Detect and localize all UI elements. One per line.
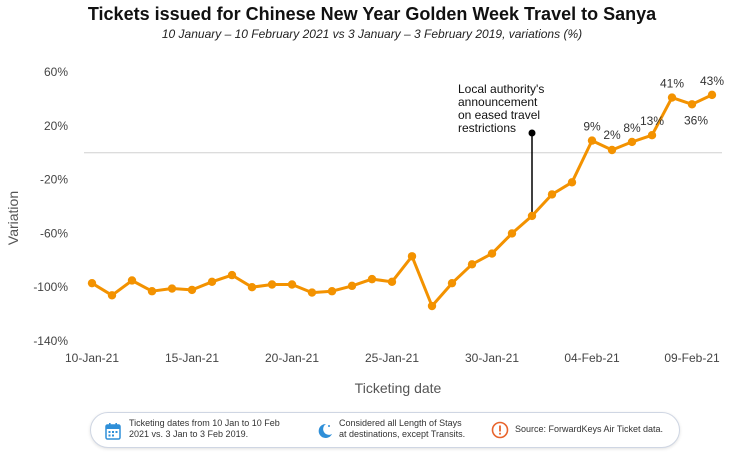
data-point — [287, 280, 297, 289]
data-point — [227, 270, 237, 280]
annotation-text: Local authority's — [458, 82, 544, 96]
data-point — [547, 190, 557, 199]
y-tick-label: 20% — [44, 119, 68, 133]
data-point — [567, 178, 577, 187]
annotation-text: on eased travel — [458, 108, 540, 122]
data-point — [407, 252, 417, 261]
data-point — [587, 136, 597, 145]
data-point — [687, 100, 697, 109]
x-tick-label: 25-Jan-21 — [365, 351, 419, 365]
data-point — [267, 280, 277, 289]
data-point — [307, 288, 317, 297]
annotation-text: restrictions — [458, 121, 516, 135]
x-tick-label: 10-Jan-21 — [65, 351, 119, 365]
line-chart: 60% 20% -20% -60% -100% -140% 10-Jan-21 15-Jan… — [5, 65, 724, 396]
data-point — [87, 278, 97, 288]
footer-item-stays: Considered all Length of Stays at destin… — [339, 418, 466, 439]
data-label: 2% — [603, 128, 621, 142]
data-label: 36% — [684, 113, 708, 127]
y-tick-label: 60% — [44, 65, 68, 79]
chart-subtitle: 10 January – 10 February 2021 vs 3 Janua… — [161, 27, 583, 41]
x-tick-label: 15-Jan-21 — [165, 351, 219, 365]
data-label: 41% — [660, 77, 684, 91]
y-tick-label: -60% — [40, 226, 68, 240]
x-tick-label: 04-Feb-21 — [564, 351, 620, 365]
data-point — [427, 301, 437, 311]
x-axis-ticks: 10-Jan-21 15-Jan-21 20-Jan-21 25-Jan-21 30-J… — [65, 351, 720, 365]
data-points — [87, 90, 717, 311]
data-point — [167, 284, 177, 293]
data-point — [147, 287, 157, 296]
x-tick-label: 09-Feb-21 — [664, 351, 720, 365]
data-point — [347, 281, 357, 291]
y-axis-label: Variation — [5, 191, 21, 245]
data-point — [707, 90, 717, 100]
data-point — [247, 283, 257, 292]
data-point — [507, 229, 517, 238]
footer-item-dates: Ticketing dates from 10 Jan to 10 Feb 20… — [129, 418, 280, 439]
data-point — [327, 287, 337, 296]
data-point — [387, 277, 397, 287]
y-tick-label: -100% — [33, 280, 68, 294]
calendar-icon — [105, 423, 121, 440]
data-point — [667, 93, 677, 102]
chart-title: Tickets issued for Chinese New Year Gold… — [87, 4, 657, 24]
data-point — [527, 211, 537, 221]
data-label: 9% — [583, 120, 601, 134]
x-tick-label: 20-Jan-21 — [265, 351, 319, 365]
data-point — [367, 274, 377, 284]
data-label: 13% — [640, 114, 664, 128]
data-point — [627, 137, 637, 147]
annotation-marker — [528, 129, 536, 137]
data-point — [647, 131, 657, 140]
data-point — [607, 145, 617, 155]
exclamation-icon — [491, 421, 509, 439]
data-labels: 9%2%8% 13% 41% 36% 43% — [583, 74, 724, 142]
data-point — [207, 277, 217, 287]
y-axis-ticks: 60% 20% -20% -60% -100% -140% — [33, 65, 68, 348]
data-label: 43% — [700, 74, 724, 88]
y-tick-label: -140% — [33, 334, 68, 348]
data-point — [467, 260, 477, 269]
data-point — [447, 278, 457, 288]
annotation-text: announcement — [458, 95, 538, 109]
data-point — [107, 291, 117, 300]
data-point — [187, 285, 197, 295]
series-line — [91, 93, 713, 308]
y-tick-label: -20% — [40, 173, 68, 187]
moon-icon — [318, 423, 332, 438]
x-axis-label: Ticketing date — [355, 380, 442, 396]
data-point — [487, 249, 497, 258]
footer-item-source: Source: ForwardKeys Air Ticket data. — [515, 424, 664, 434]
data-point — [127, 276, 137, 285]
chart-footer: Ticketing dates from 10 Jan to 10 Feb 20… — [90, 412, 680, 448]
data-label: 8% — [623, 121, 641, 135]
x-tick-label: 30-Jan-21 — [465, 351, 519, 365]
